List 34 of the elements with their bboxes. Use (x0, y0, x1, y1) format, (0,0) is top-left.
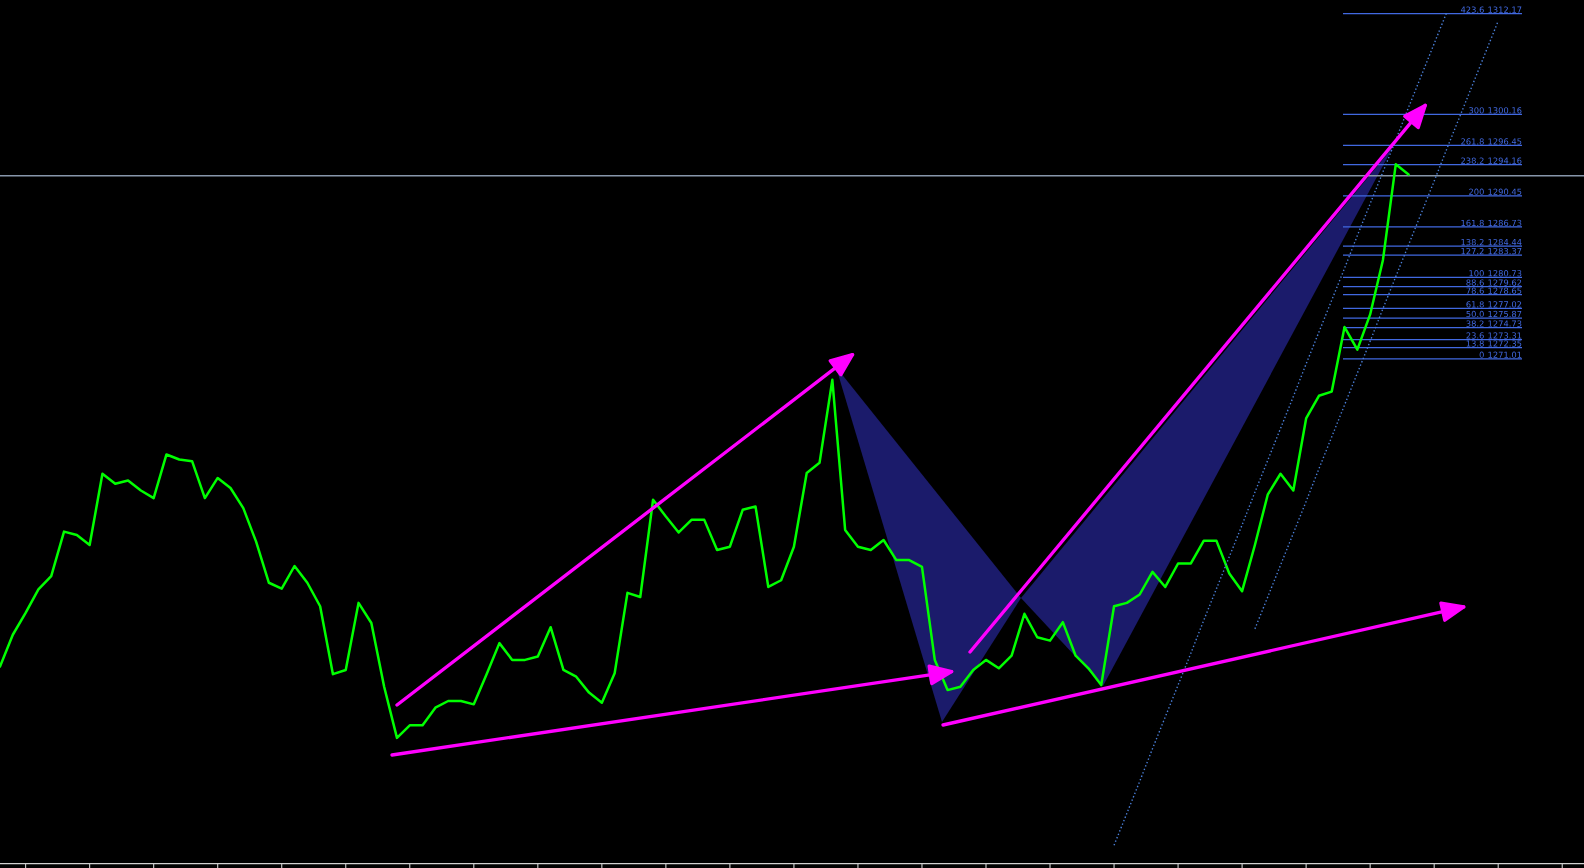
y-tick-label: 1272.35 (1488, 340, 1522, 347)
y-tick-label: 1283.37 (1488, 247, 1522, 255)
annotation: 100 (1469, 270, 1484, 277)
annotation: 238.2 (1461, 157, 1484, 164)
annotation: 261.8 (1461, 138, 1484, 145)
annotation: 0 (1479, 351, 1484, 358)
annotation: 78.6 (1466, 287, 1484, 294)
y-tick-label: 1280.73 (1488, 270, 1522, 277)
y-tick-label: 1312.17 (1488, 6, 1522, 13)
annotation: 200 (1469, 188, 1484, 195)
annotation: 300 (1469, 107, 1484, 114)
annotation: 423.6 (1460, 6, 1484, 13)
annotation: 13.8 (1466, 340, 1484, 347)
annotation: 23.6 (1466, 332, 1484, 339)
annotation: 161.8 (1461, 219, 1484, 227)
annotation: 88.6 (1466, 279, 1484, 286)
y-tick-label: 1275.87 (1488, 310, 1522, 318)
y-tick-label: 1286.73 (1488, 219, 1522, 227)
y-tick-label: 1284.44 (1488, 239, 1522, 246)
y-tick-label: 1290.45 (1488, 188, 1522, 195)
annotation: 138.2 (1461, 239, 1484, 246)
y-tick-label: 1273.31 (1488, 332, 1522, 339)
annotation: 38.2 (1466, 320, 1484, 327)
y-tick-label: 1274.73 (1488, 320, 1522, 327)
y-tick-label: 1278.65 (1488, 287, 1522, 294)
annotation: 50.0 (1466, 310, 1484, 318)
y-tick-label: 1279.62 (1488, 279, 1522, 286)
annotation: 127.2 (1461, 247, 1484, 255)
annotation: 61.8 (1466, 301, 1484, 308)
y-tick-label: 1271.01 (1488, 351, 1522, 358)
y-tick-label: 1294.16 (1488, 157, 1522, 164)
y-tick-label: 1277.02 (1488, 301, 1522, 308)
y-tick-label: 1296.45 (1488, 138, 1522, 145)
y-tick-label: 1300.16 (1488, 107, 1522, 114)
